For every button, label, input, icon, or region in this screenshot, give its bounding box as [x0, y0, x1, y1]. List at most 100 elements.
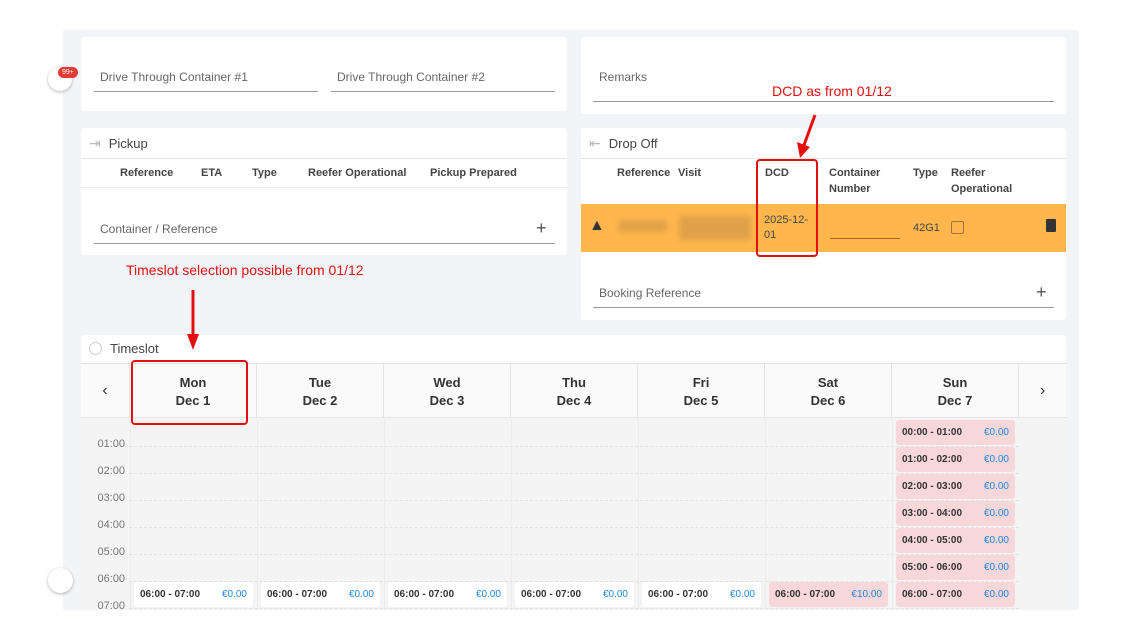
day-header-tue: Tue Dec 2: [257, 364, 384, 418]
slot-price: €0.00: [983, 427, 1009, 438]
container-number-input[interactable]: [830, 226, 900, 239]
timeslot-slot[interactable]: 06:00 - 07:00 €0.00: [896, 582, 1015, 607]
notification-badge: 99+: [58, 67, 78, 78]
timeslot-slot[interactable]: 06:00 - 07:00 €0.00: [388, 582, 507, 607]
timeslot-slot[interactable]: 06:00 - 07:00 €0.00: [515, 582, 634, 607]
slot-price: €0.00: [983, 562, 1009, 573]
day-header-fri: Fri Dec 5: [638, 364, 765, 418]
visit-blurred: [679, 216, 751, 240]
hour-label: 04:00: [97, 519, 125, 531]
pickup-header: ⇥ Pickup: [89, 135, 148, 152]
drive-through-card: Drive Through Container #1 Drive Through…: [81, 37, 567, 111]
reefer-checkbox[interactable]: [951, 221, 964, 234]
hour-label: 03:00: [97, 492, 125, 504]
container-reference-input[interactable]: Container / Reference: [94, 222, 555, 244]
slot-time: 06:00 - 07:00: [902, 589, 963, 600]
slot-time: 01:00 - 02:00: [902, 454, 963, 465]
drive-through-container-1-input[interactable]: Drive Through Container #1: [94, 70, 318, 92]
col-type: Type: [252, 167, 277, 179]
hour-label: 05:00: [97, 546, 125, 558]
calendar: ‹ Mon Dec 1 Tue Dec 2 Wed Dec 3 Thu Dec 4 Fri Dec…: [81, 363, 1066, 610]
day-date: Dec 2: [302, 393, 338, 408]
remarks-input[interactable]: Remarks: [593, 70, 1054, 102]
enter-icon: ⇤: [589, 135, 601, 151]
slot-price: €0.00: [983, 535, 1009, 546]
slot-time: 06:00 - 07:00: [775, 589, 836, 600]
slot-time: 06:00 - 07:00: [140, 589, 201, 600]
slot-price: €0.00: [475, 589, 501, 600]
col-dcd: DCD: [765, 167, 789, 179]
col-pickup-prepared: Pickup Prepared: [430, 167, 517, 179]
day-date: Dec 7: [937, 393, 973, 408]
day-date: Dec 5: [683, 393, 719, 408]
timeslot-slot[interactable]: 06:00 - 07:00 €0.00: [261, 582, 380, 607]
clock-icon: [89, 342, 102, 355]
col-reefer-operational: Reefer Operational: [951, 167, 1013, 195]
timeslot-title: Timeslot: [110, 341, 159, 356]
add-icon[interactable]: +: [536, 218, 547, 238]
day-name: Sun: [942, 375, 968, 390]
day-date: Dec 3: [429, 393, 465, 408]
dropoff-title: Drop Off: [608, 136, 658, 151]
day-header-sat: Sat Dec 6: [765, 364, 892, 418]
slot-price: €0.00: [221, 589, 247, 600]
timeslot-slot[interactable]: 03:00 - 04:00 €0.00: [896, 501, 1015, 526]
hour-label: 01:00: [97, 438, 125, 450]
slot-time: 00:00 - 01:00: [902, 427, 963, 438]
booking-reference-input[interactable]: Booking Reference: [593, 286, 1054, 308]
timeslot-slot[interactable]: 04:00 - 05:00 €0.00: [896, 528, 1015, 553]
pickup-card: ⇥ Pickup Reference ETA Type Reefer Opera…: [81, 128, 567, 255]
warning-icon: ▲: [589, 217, 605, 234]
slot-price: €0.00: [983, 481, 1009, 492]
dcd-annotation: DCD as from 01/12: [772, 83, 892, 99]
hour-label: 06:00: [97, 573, 125, 585]
add-icon[interactable]: +: [1036, 282, 1047, 302]
timeslot-annotation: Timeslot selection possible from 01/12: [126, 262, 364, 278]
timeslot-slot[interactable]: 06:00 - 07:00 €0.00: [642, 582, 761, 607]
slot-time: 04:00 - 05:00: [902, 535, 963, 546]
col-reefer-operational: Reefer Operational: [308, 167, 407, 179]
day-name: Mon: [179, 375, 207, 390]
day-header-thu: Thu Dec 4: [511, 364, 638, 418]
slot-time: 06:00 - 07:00: [521, 589, 582, 600]
timeslot-slot[interactable]: 06:00 - 07:00 €0.00: [134, 582, 253, 607]
timeslot-slot[interactable]: 00:00 - 01:00 €0.00: [896, 420, 1015, 445]
timeslot-slot[interactable]: 05:00 - 06:00 €0.00: [896, 555, 1015, 580]
dropoff-card: ⇤ Drop Off Reference Visit DCD Container…: [581, 128, 1066, 320]
type-value: 42G1: [913, 222, 940, 234]
next-week-button[interactable]: ›: [1039, 382, 1046, 399]
hour-label: 02:00: [97, 465, 125, 477]
col-container-number: Container Number: [829, 167, 881, 195]
slot-price: €10.00: [851, 589, 882, 600]
col-visit: Visit: [678, 167, 702, 179]
exit-icon: ⇥: [89, 135, 101, 151]
hour-label: 07:00: [97, 600, 125, 610]
day-header-mon: Mon Dec 1: [130, 364, 257, 418]
timeslot-slot[interactable]: 06:00 - 07:00 €10.00: [769, 582, 888, 607]
day-date: Dec 6: [810, 393, 846, 408]
col-reference: Reference: [120, 167, 174, 179]
slot-time: 06:00 - 07:00: [267, 589, 328, 600]
trash-icon[interactable]: [1046, 219, 1056, 232]
timeslot-slot[interactable]: 02:00 - 03:00 €0.00: [896, 474, 1015, 499]
day-name: Thu: [562, 375, 586, 390]
remarks-card: Remarks: [581, 37, 1066, 114]
slot-price: €0.00: [983, 508, 1009, 519]
dcd-value: 2025-12-01: [764, 214, 809, 241]
drive-through-container-2-input[interactable]: Drive Through Container #2: [331, 70, 555, 92]
timeslot-slot[interactable]: 01:00 - 02:00 €0.00: [896, 447, 1015, 472]
col-eta: ETA: [201, 167, 223, 179]
calendar-header: ‹ Mon Dec 1 Tue Dec 2 Wed Dec 3 Thu Dec 4 Fri Dec…: [81, 364, 1066, 418]
slot-price: €0.00: [602, 589, 628, 600]
slot-price: €0.00: [729, 589, 755, 600]
timeslot-header: Timeslot: [89, 341, 159, 356]
dropoff-row: ▲ 2025-12-01 42G1: [581, 204, 1066, 252]
side-toggle-button[interactable]: [48, 568, 73, 593]
col-reference: Reference: [617, 167, 671, 179]
slot-time: 06:00 - 07:00: [394, 589, 455, 600]
slot-time: 05:00 - 06:00: [902, 562, 963, 573]
slot-time: 06:00 - 07:00: [648, 589, 709, 600]
prev-week-button[interactable]: ‹: [81, 364, 130, 418]
slot-price: €0.00: [983, 454, 1009, 465]
